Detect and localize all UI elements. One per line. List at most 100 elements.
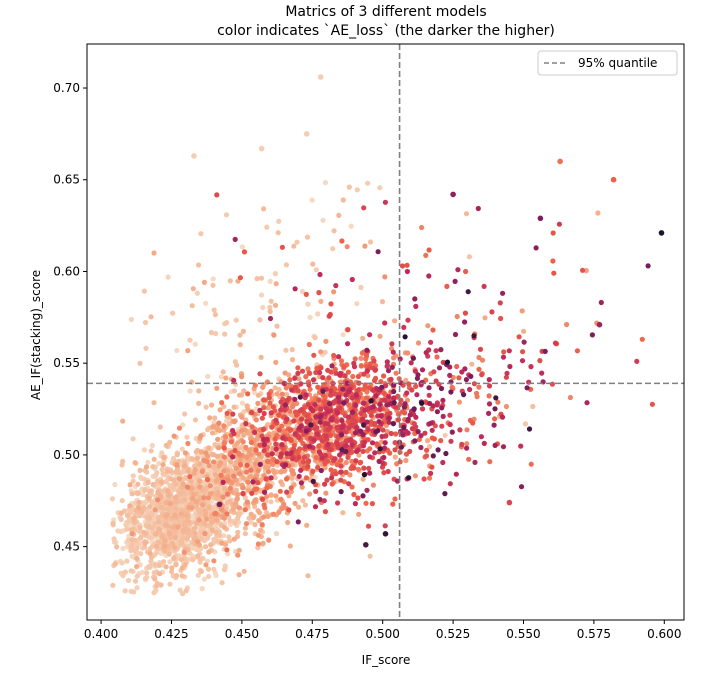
scatter-point xyxy=(120,545,126,552)
scatter-point xyxy=(252,497,258,504)
scatter-point xyxy=(338,469,344,475)
scatter-point xyxy=(466,456,472,462)
scatter-point xyxy=(140,501,146,507)
y-tick-label: 0.70 xyxy=(53,81,80,95)
scatter-point xyxy=(158,479,165,485)
scatter-point xyxy=(259,522,265,528)
y-axis-ticks: 0.45 0.50 0.55 0.60 0.65 0.70 xyxy=(53,81,87,554)
scatter-point xyxy=(142,487,148,493)
scatter-point xyxy=(145,459,151,465)
scatter-point xyxy=(273,417,279,423)
scatter-point xyxy=(230,428,236,434)
scatter-point xyxy=(259,496,266,502)
scatter-point xyxy=(236,450,242,457)
scatter-point xyxy=(204,516,210,522)
scatter-point xyxy=(448,438,454,444)
scatter-point xyxy=(215,538,221,544)
scatter-point xyxy=(434,409,440,415)
scatter-point xyxy=(205,566,212,572)
scatter-point xyxy=(267,304,273,310)
scatter-point xyxy=(230,454,236,460)
scatter-point xyxy=(436,365,443,371)
scatter-point xyxy=(197,484,203,490)
scatter-point xyxy=(203,404,209,410)
scatter-point xyxy=(379,464,386,470)
scatter-point xyxy=(211,464,217,470)
scatter-point xyxy=(224,320,230,326)
scatter-point xyxy=(284,398,290,404)
scatter-point xyxy=(321,498,327,504)
scatter-point xyxy=(258,145,265,152)
scatter-point xyxy=(179,565,186,571)
scatter-point xyxy=(205,373,211,379)
scatter-point xyxy=(205,427,211,433)
scatter-point xyxy=(353,458,359,464)
chart-title: Matrics of 3 different models xyxy=(285,4,486,20)
scatter-point xyxy=(346,481,352,487)
scatter-point xyxy=(481,283,487,289)
scatter-point xyxy=(180,591,186,597)
scatter-point xyxy=(263,494,270,500)
scatter-point xyxy=(200,502,206,508)
scatter-point xyxy=(463,268,469,275)
scatter-point xyxy=(289,347,295,353)
scatter-point xyxy=(292,409,299,415)
scatter-point xyxy=(245,391,251,397)
scatter-point xyxy=(205,495,212,501)
scatter-point xyxy=(167,559,173,565)
scatter-point xyxy=(649,401,656,407)
scatter-point xyxy=(356,452,362,458)
scatter-point xyxy=(364,347,370,353)
scatter-point xyxy=(152,561,158,567)
scatter-point xyxy=(274,459,280,465)
scatter-point xyxy=(256,510,263,516)
scatter-point xyxy=(131,515,137,521)
scatter-point xyxy=(202,508,208,514)
scatter-point xyxy=(187,337,193,343)
scatter-point xyxy=(346,388,352,395)
scatter-point xyxy=(319,438,325,444)
scatter-point xyxy=(221,524,227,531)
scatter-point xyxy=(221,454,227,460)
scatter-point xyxy=(343,469,349,475)
scatter-point xyxy=(276,412,282,418)
scatter-point xyxy=(219,540,225,546)
y-tick-label: 0.50 xyxy=(53,448,80,462)
scatter-point xyxy=(118,510,125,516)
scatter-point xyxy=(165,488,171,494)
scatter-point xyxy=(146,564,152,570)
scatter-point xyxy=(178,557,185,563)
scatter-point xyxy=(430,327,436,333)
scatter-point xyxy=(346,402,352,408)
scatter-point xyxy=(426,273,432,279)
scatter-point xyxy=(327,432,334,439)
scatter-point xyxy=(158,504,165,510)
scatter-point xyxy=(255,541,261,547)
scatter-point xyxy=(399,263,406,269)
scatter-point xyxy=(323,490,329,496)
scatter-point xyxy=(160,462,166,468)
scatter-point xyxy=(208,542,214,548)
scatter-point xyxy=(314,425,320,431)
scatter-point xyxy=(388,430,394,437)
scatter-point xyxy=(276,218,282,224)
scatter-point xyxy=(349,484,355,490)
scatter-point xyxy=(610,176,617,183)
scatter-point xyxy=(384,363,390,369)
scatter-point xyxy=(235,515,241,522)
scatter-point xyxy=(298,480,304,486)
scatter-point xyxy=(162,543,168,549)
scatter-point xyxy=(392,496,398,502)
scatter-point xyxy=(188,485,195,491)
scatter-point xyxy=(184,434,190,440)
scatter-point xyxy=(220,494,226,500)
scatter-point xyxy=(381,470,387,476)
scatter-point xyxy=(352,356,358,362)
scatter-point xyxy=(414,375,420,381)
scatter-point xyxy=(428,470,434,476)
scatter-point xyxy=(322,349,328,355)
scatter-point xyxy=(459,441,465,447)
scatter-point xyxy=(226,534,232,540)
scatter-point xyxy=(233,477,239,483)
scatter-point xyxy=(112,481,118,488)
